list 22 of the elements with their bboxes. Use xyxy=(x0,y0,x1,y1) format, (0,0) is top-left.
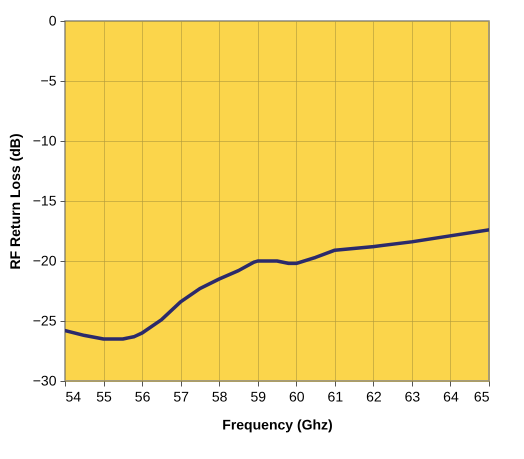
line-series xyxy=(65,228,489,341)
y-tick-label: −30 xyxy=(32,372,57,388)
y-tick-label: −15 xyxy=(32,192,57,208)
x-tick-label: 63 xyxy=(404,388,420,404)
x-tick-label: 56 xyxy=(134,388,151,404)
x-tick-label: 58 xyxy=(212,388,228,404)
y-tick-label: −25 xyxy=(32,312,57,328)
x-tick-label: 54 xyxy=(66,388,82,404)
x-tick-label: 62 xyxy=(366,388,382,404)
x-tick-label: 61 xyxy=(328,388,344,404)
x-tick-label: 64 xyxy=(443,388,459,404)
x-tick-label: 60 xyxy=(288,388,305,404)
y-tick-label: −10 xyxy=(32,132,57,148)
x-tick-label: 59 xyxy=(250,388,266,404)
x-tick-label: 57 xyxy=(173,388,190,404)
y-tick-label: 0 xyxy=(48,12,57,28)
x-tick-label: 55 xyxy=(96,388,112,404)
y-axis-title: RF Return Loss (dB) xyxy=(6,133,23,270)
y-tick-label: −5 xyxy=(40,72,57,88)
y-tick-label: −20 xyxy=(32,252,57,268)
x-tick-label: 65 xyxy=(474,388,490,404)
x-axis-title: Frequency (Ghz) xyxy=(222,416,333,432)
